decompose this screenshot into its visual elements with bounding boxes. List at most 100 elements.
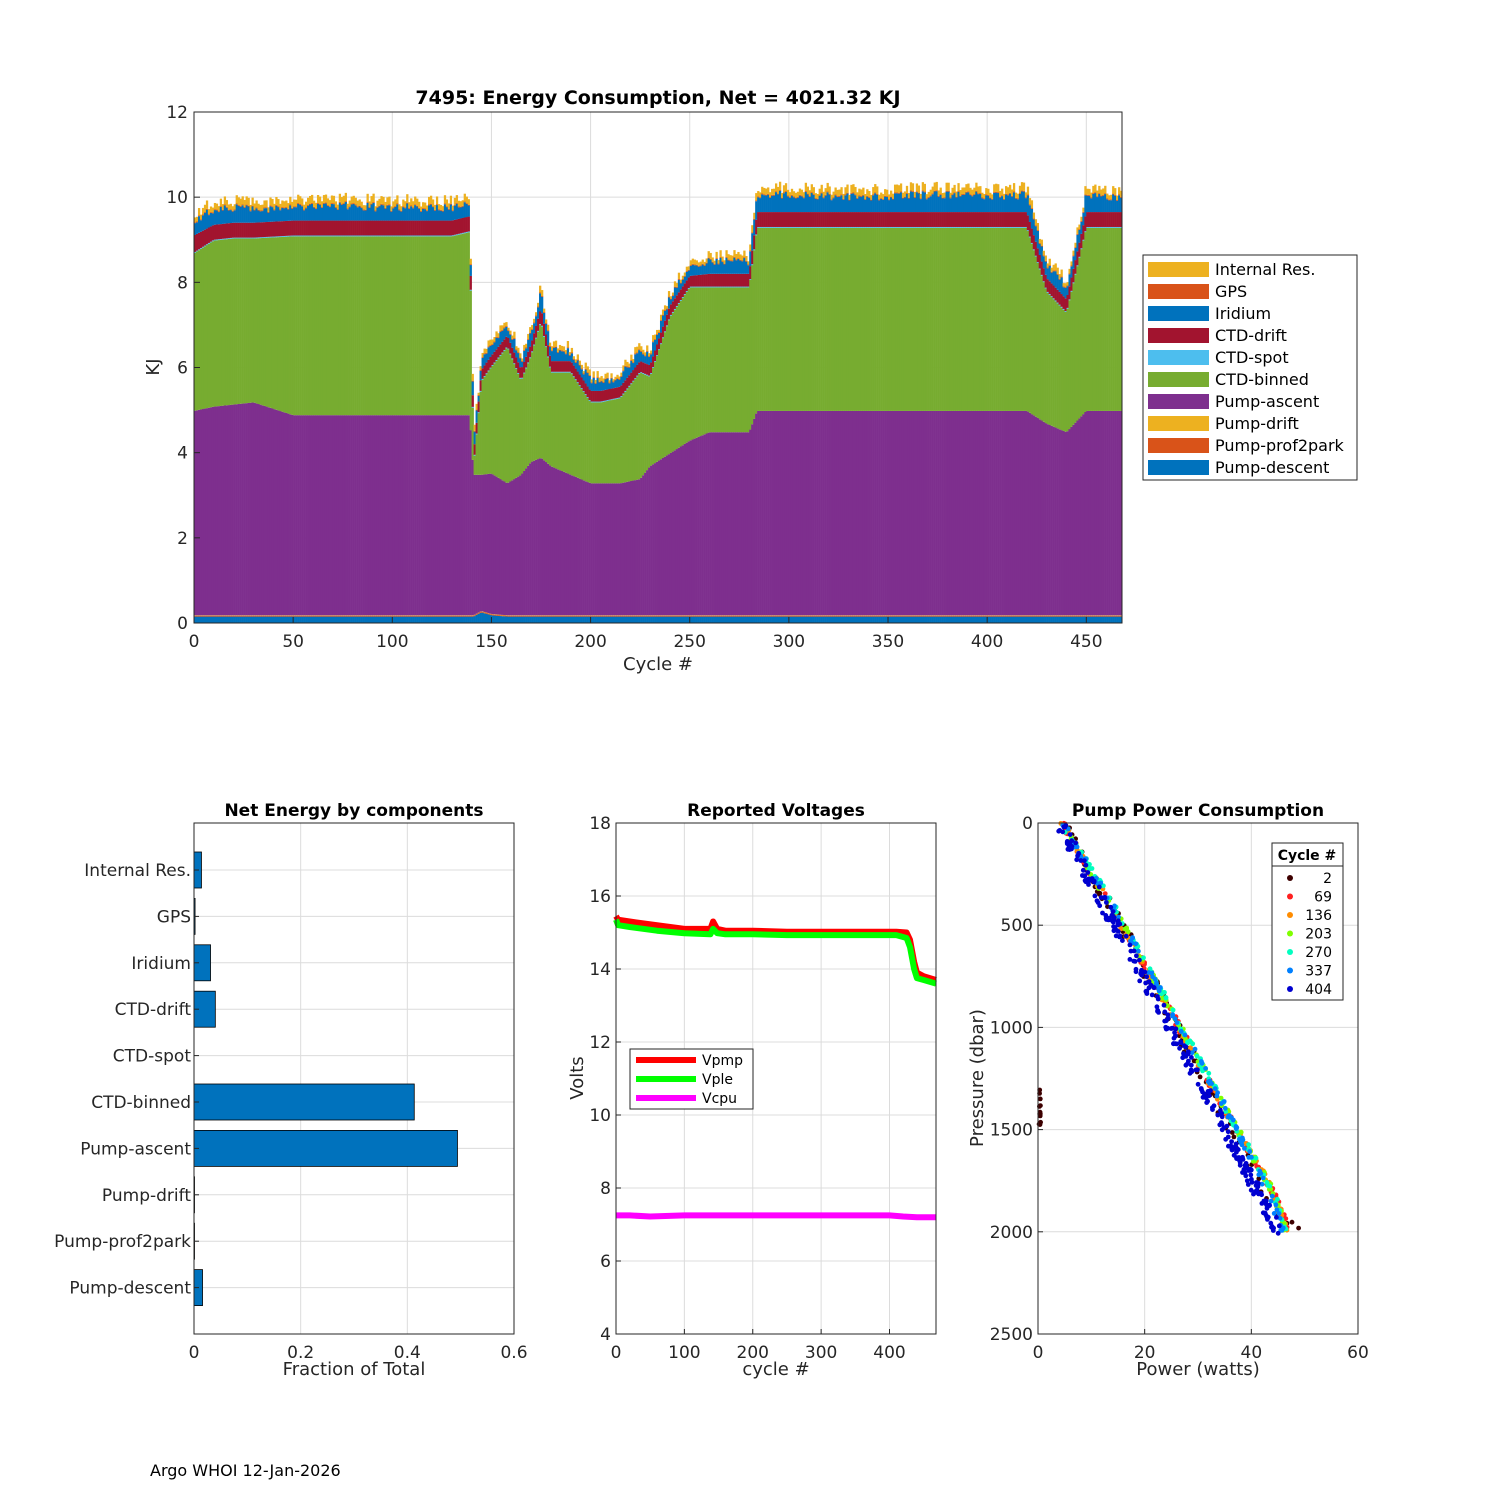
p1-bar-segment xyxy=(539,293,542,312)
p1-bar-segment xyxy=(513,352,516,364)
p1-bar-segment xyxy=(1044,261,1047,275)
p1-bar-segment xyxy=(862,616,865,623)
p1-bar-segment xyxy=(600,390,603,402)
p1-bar-segment xyxy=(903,227,907,411)
p1-bar-segment xyxy=(330,616,334,623)
p1-bar-segment xyxy=(983,194,986,199)
p1-bar-segment xyxy=(568,355,572,362)
p1-cycle-bar xyxy=(937,190,940,623)
p1-bar-segment xyxy=(907,198,911,213)
p1-bar-segment xyxy=(531,325,534,330)
p1-bar-segment xyxy=(798,194,802,196)
p1-bar-segment xyxy=(608,483,611,616)
p1-bar-segment xyxy=(455,219,459,235)
p1-bar-segment xyxy=(915,183,919,192)
p1-bar-segment xyxy=(658,338,661,350)
p1-bar-segment xyxy=(886,615,889,617)
p1-bar-segment xyxy=(927,191,930,197)
p1-bar-segment xyxy=(973,227,976,411)
p1-bar-segment xyxy=(203,212,207,213)
p1-bar-segment xyxy=(969,615,972,617)
p1-bar-segment xyxy=(283,235,286,237)
p1-bar-segment xyxy=(735,253,738,260)
p1-bar-segment xyxy=(1068,274,1071,287)
p1-bar-segment xyxy=(195,221,199,223)
p1-bar-segment xyxy=(1088,227,1091,411)
p1-bar-segment xyxy=(285,200,288,208)
p1-bar-segment xyxy=(582,616,585,623)
p1-bar-segment xyxy=(433,415,437,616)
p1-bar-segment xyxy=(481,378,484,380)
p1-bar-segment xyxy=(622,393,625,395)
p1-bar-segment xyxy=(941,197,944,199)
p1-bar-segment xyxy=(283,412,286,616)
p1-bar-segment xyxy=(451,205,455,211)
p1-bar-segment xyxy=(737,615,740,617)
p1-bar-segment xyxy=(915,191,919,193)
p1-bar-segment xyxy=(437,616,441,623)
p1-bar-segment xyxy=(963,226,966,228)
p1-bar-segment xyxy=(519,475,522,616)
p1-bar-segment xyxy=(828,615,831,617)
p1-bar-segment xyxy=(769,212,772,227)
p1-bar-segment xyxy=(693,615,696,617)
p1-bar-segment xyxy=(523,616,526,623)
p1-cycle-bar xyxy=(624,359,627,623)
p1-bar-segment xyxy=(1024,198,1028,213)
p1-bar-segment xyxy=(628,363,631,367)
p1-cycle-bar xyxy=(798,188,802,623)
p1-bar-segment xyxy=(336,415,340,616)
p1-bar-segment xyxy=(993,227,996,411)
p1-cycle-bar xyxy=(1082,207,1085,623)
p1-cycle-bar xyxy=(816,193,819,623)
p1-cycle-bar xyxy=(352,195,355,623)
p1-bar-segment xyxy=(406,194,409,203)
p1-bar-segment xyxy=(213,210,217,225)
p1-bar-segment xyxy=(864,199,867,200)
p1-bar-segment xyxy=(560,345,564,351)
p1-cycle-bar xyxy=(537,302,540,623)
p1-bar-segment xyxy=(1088,212,1091,227)
p1-bar-segment xyxy=(326,616,330,623)
p1-cycle-bar xyxy=(241,196,244,623)
p1-bar-segment xyxy=(1016,199,1020,213)
p1-bar-segment xyxy=(400,236,403,416)
p1-bar-segment xyxy=(554,371,558,373)
p1-bar-segment xyxy=(818,615,821,617)
p1-bar-segment xyxy=(203,246,207,409)
p1-bar-segment xyxy=(1052,271,1055,286)
p1-bar-segment xyxy=(1016,198,1020,200)
p1-bar-segment xyxy=(899,616,903,623)
p1-bar-segment xyxy=(872,616,875,623)
p1-cycle-bar xyxy=(410,198,413,623)
p1-bar-segment xyxy=(477,474,480,613)
p1-cycle-bar xyxy=(309,195,312,623)
p1-bar-segment xyxy=(435,236,439,416)
p1-bar-segment xyxy=(997,227,1000,411)
p1-bar-segment xyxy=(933,227,936,411)
p1-cycle-bar xyxy=(866,189,869,623)
p1-cycle-bar xyxy=(594,380,597,623)
p1-bar-segment xyxy=(890,212,893,227)
p1-bar-segment xyxy=(840,410,843,616)
p1-bar-segment xyxy=(221,238,225,240)
p1-bar-segment xyxy=(735,286,738,288)
p1-bar-segment xyxy=(893,184,897,193)
p1-bar-segment xyxy=(891,227,895,411)
p1-bar-segment xyxy=(402,615,405,617)
p1-bar-segment xyxy=(842,227,845,411)
p1-bar-segment xyxy=(675,306,679,450)
p1-bar-segment xyxy=(659,320,663,321)
p1-bar-segment xyxy=(888,194,891,200)
p1-bar-segment xyxy=(644,352,647,356)
p1-bar-segment xyxy=(893,615,897,617)
p1-bar-segment xyxy=(271,408,274,616)
p1-bar-segment xyxy=(610,388,613,400)
p1-bar-segment xyxy=(1028,205,1032,222)
p1-bar-segment xyxy=(205,208,209,210)
p1-bar-segment xyxy=(570,353,574,363)
p1-bar-segment xyxy=(907,193,911,198)
p1-bar-segment xyxy=(792,196,796,198)
p1-bar-segment xyxy=(550,371,554,373)
p1-bar-segment xyxy=(471,407,474,460)
